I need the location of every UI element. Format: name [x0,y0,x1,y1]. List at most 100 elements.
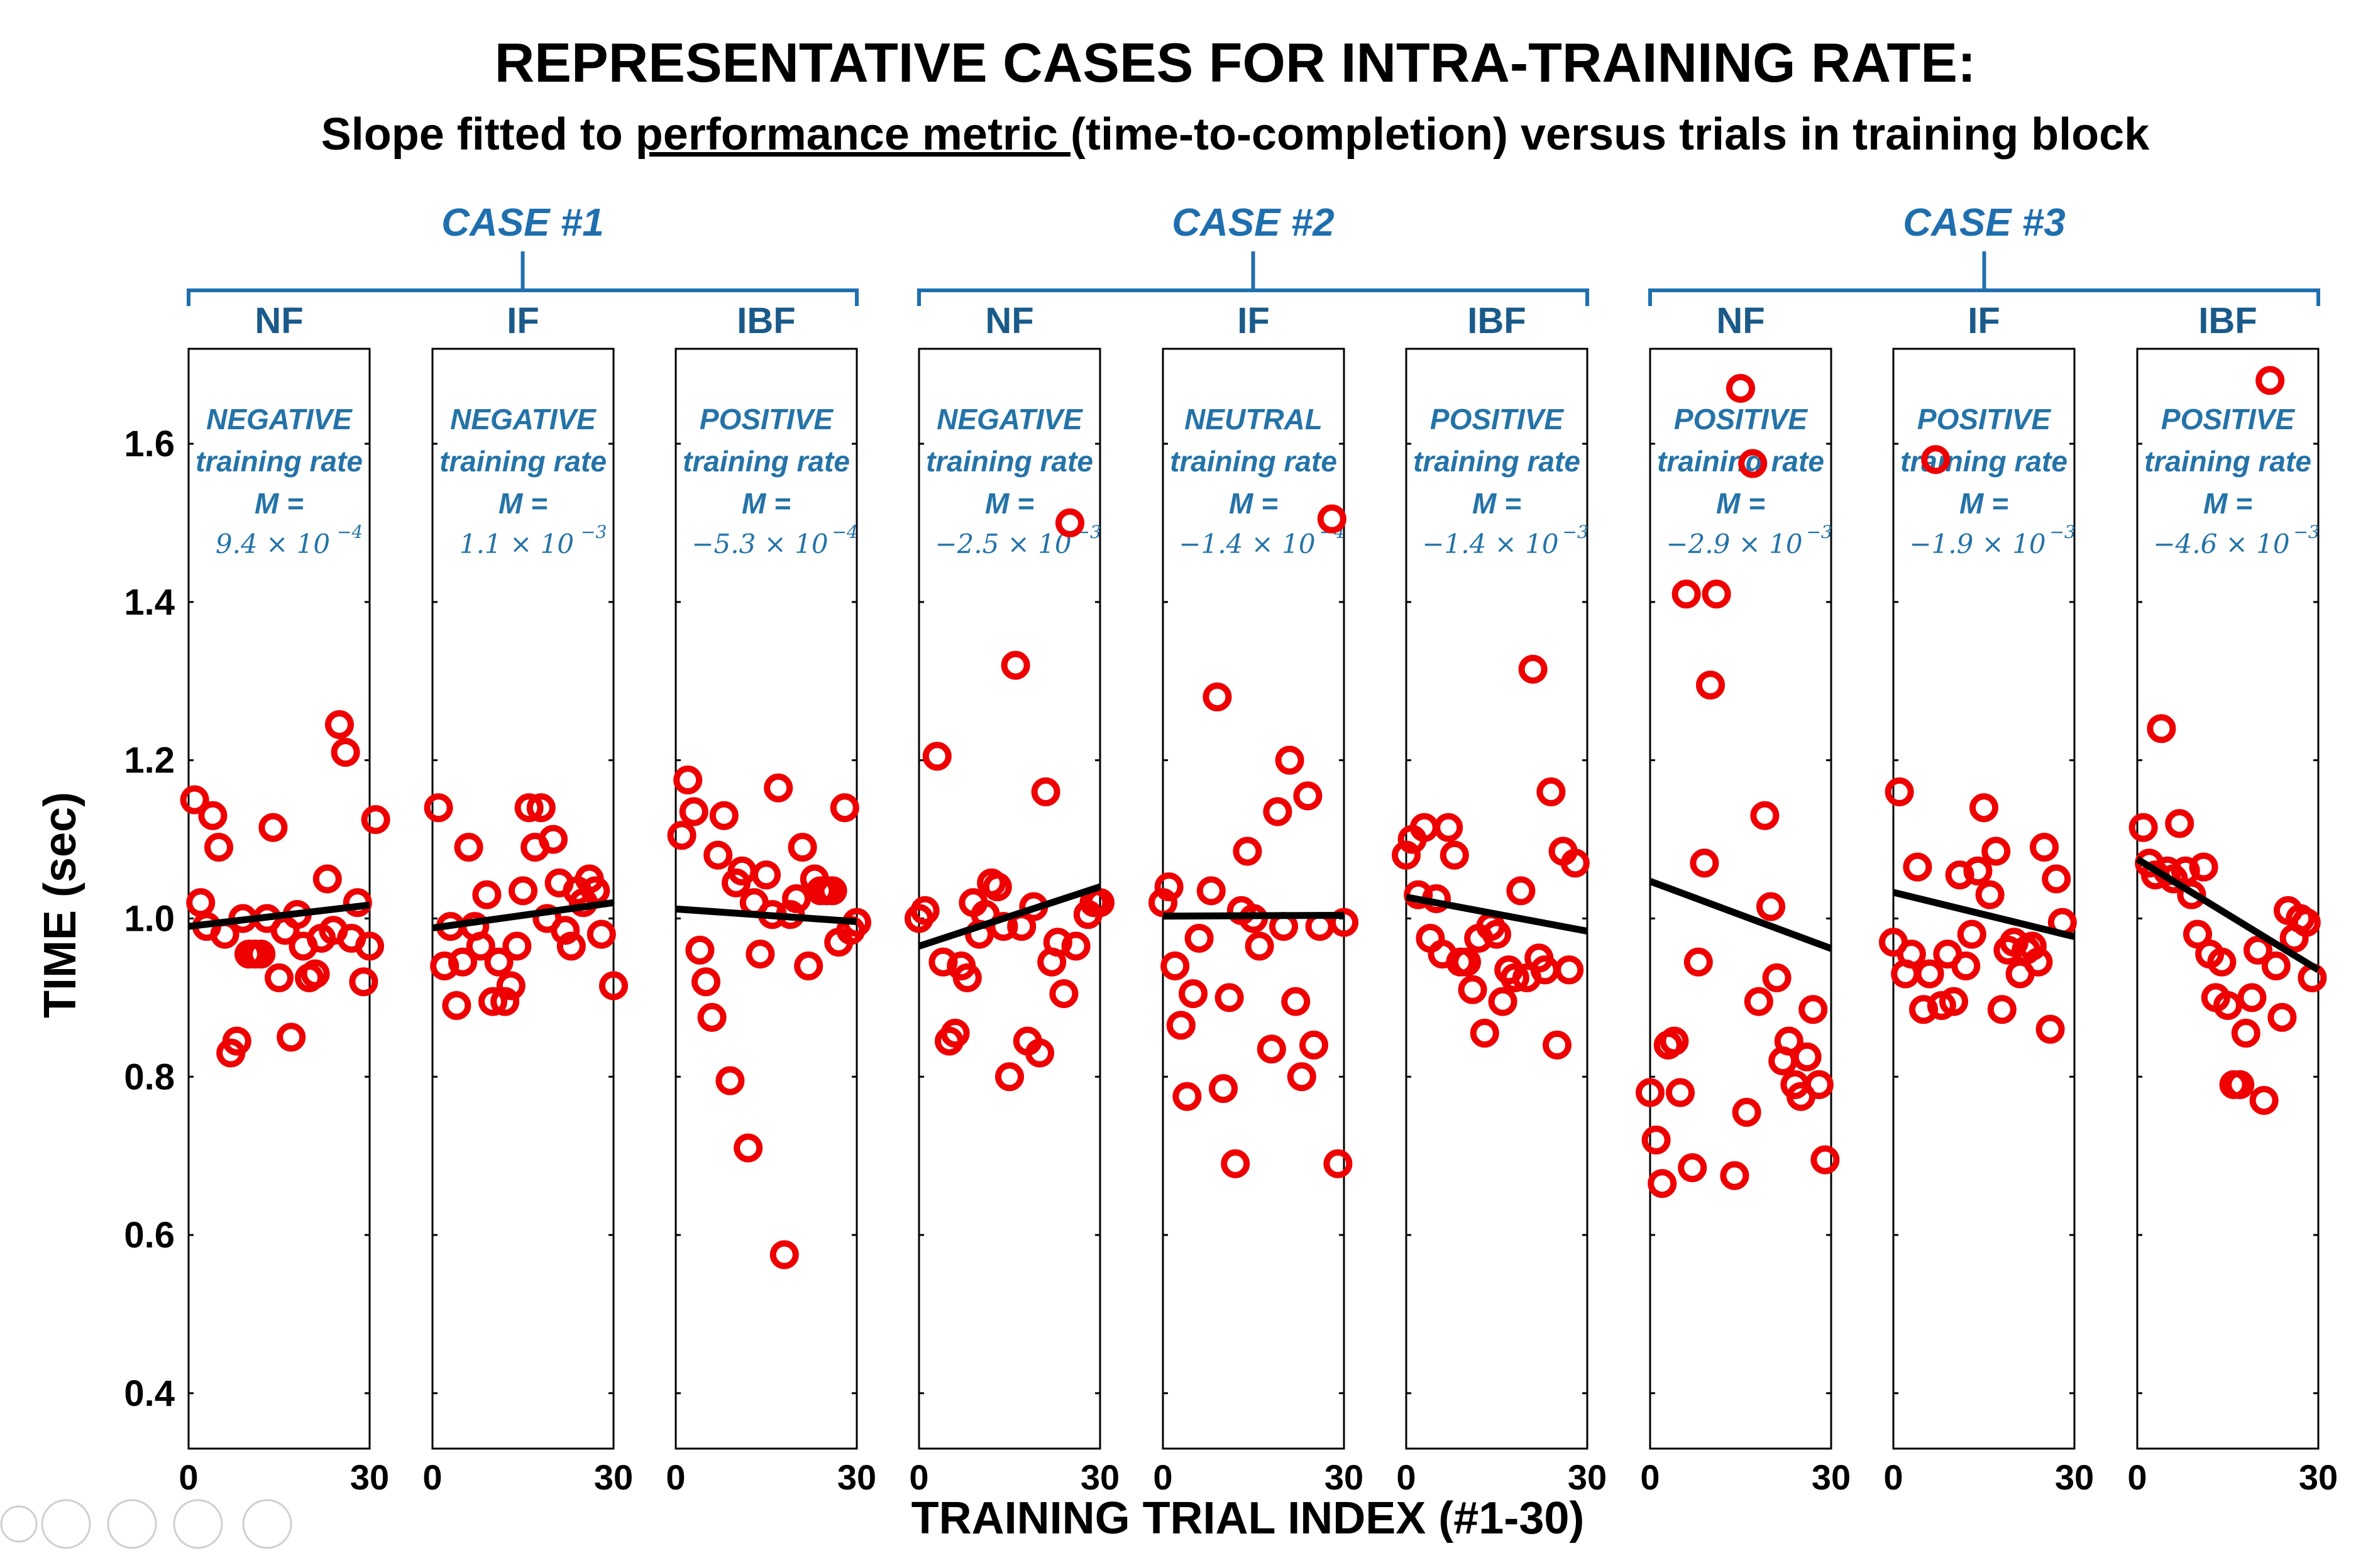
y-tick-label: 1.0 [124,898,175,939]
rate-label: NEGATIVE [937,403,1083,436]
panel-frame [1649,348,1832,1450]
data-point [1025,1038,1054,1068]
data-point [1434,813,1463,842]
data-point [430,951,460,981]
data-point [769,1240,799,1269]
zoom-icon[interactable] [107,1499,157,1549]
data-point [2207,947,2237,977]
subtitles-icon[interactable] [173,1499,223,1549]
data-point [1488,987,1517,1016]
data-point [424,793,453,823]
slope-label: M = [1229,487,1278,520]
data-point [1293,781,1323,811]
data-point [1945,860,1974,890]
data-point [1756,892,1785,921]
data-point [673,765,703,795]
data-point [1245,931,1274,961]
x-tick-label: 0 [1640,1457,1660,1497]
x-tick-label: 0 [909,1457,928,1497]
slope-value: −1.4 × 10 [1422,529,1558,559]
slope-label: M = [1472,487,1521,520]
data-point [2147,714,2176,743]
data-point [1287,1062,1316,1092]
panel-frame [1405,348,1588,1450]
data-point [1897,940,1926,969]
condition-label: NF [255,300,303,341]
data-point [1641,1125,1671,1154]
y-axis-title: TIME (sec) [35,792,85,1018]
data-point [1031,777,1060,807]
x-tick-label: 0 [422,1457,442,1497]
data-point [1792,1042,1822,1072]
data-point [312,864,342,894]
data-point [1055,508,1084,537]
data-point [685,935,715,965]
back-arrow-icon[interactable] [0,1505,38,1543]
data-point [1648,1169,1677,1198]
data-point [764,773,793,803]
slides-icon[interactable] [41,1499,91,1549]
chart-title: REPRESENTATIVE CASES FOR INTRA-TRAINING … [495,31,1976,94]
slope-value: 9.4 × 10 [216,529,330,559]
data-point [1086,888,1115,918]
data-point [300,959,330,989]
data-point [1981,836,2011,866]
slope-exponent: −4 [832,522,858,542]
data-point [1214,983,1244,1012]
data-point [1636,1078,1665,1107]
data-point [2231,1019,2260,1048]
data-point [246,940,276,969]
data-point [922,742,952,771]
data-point [1975,880,2005,909]
data-point [1543,1030,1572,1060]
data-point [2189,852,2218,882]
data-point [2237,983,2267,1012]
slope-value: −1.4 × 10 [1179,529,1315,559]
rate-sublabel: training rate [195,445,363,478]
y-tick-label: 0.8 [124,1056,175,1097]
fit-line [675,905,857,925]
fit-line [2135,856,2320,973]
slope-exponent: −3 [1807,522,1832,542]
more-options-icon[interactable] [242,1499,292,1549]
rate-label: NEUTRAL [1184,403,1323,436]
data-point [484,947,514,977]
data-point [1678,1153,1707,1183]
data-point [1909,995,1938,1024]
data-point [349,967,378,997]
fit-line [188,901,370,930]
slope-value: −2.9 × 10 [1666,529,1802,559]
data-point [697,1002,727,1032]
condition-label: IBF [2198,300,2257,341]
chart-subtitle: Slope fitted to performance metric (time… [321,109,2150,160]
data-point [361,805,390,835]
data-point [551,916,580,945]
data-point [258,813,288,842]
panel-1-nf: NF NEGATIVE training rate M = 9.4 × 10 −4 0 30 [179,300,390,1497]
data-point [478,987,507,1016]
case-label: CASE #2 [1172,201,1334,244]
slope-label: M = [1716,487,1765,520]
data-point [2261,951,2291,981]
data-point [1969,793,1998,823]
subtitle-prefix: Slope fitted to [321,109,636,160]
data-point [1263,797,1292,826]
rate-sublabel: training rate [1170,445,1337,478]
rate-label: POSITIVE [2161,403,2295,436]
data-point [2183,919,2212,949]
data-point [1555,955,1584,985]
rate-label: POSITIVE [700,403,834,436]
data-point [198,801,228,830]
x-tick-label: 0 [1153,1457,1172,1497]
data-point [746,940,775,969]
data-point [586,919,616,949]
case-bracket [917,251,1589,306]
data-point [1957,919,1986,949]
data-point [1043,928,1072,957]
fit-line [918,883,1101,950]
data-point [539,825,568,854]
data-point [1810,1145,1840,1175]
data-point [1209,1074,1238,1104]
